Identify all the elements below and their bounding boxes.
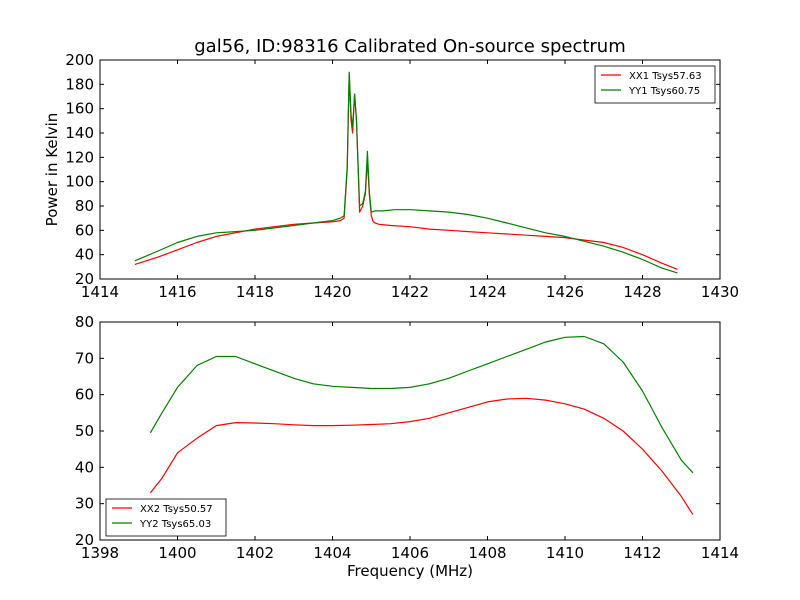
x-tick-label: 1404 [313,544,351,562]
legend-label: XX1 Tsys57.63 [629,71,702,82]
x-tick-label: 1424 [468,283,506,301]
legend: XX1 Tsys57.63 YY1 Tsys60.75 [594,65,716,104]
legend-label: XX2 Tsys50.57 [140,504,213,515]
x-tick-label: 1414 [701,544,739,562]
x-tick-label: 1406 [391,544,429,562]
legend-box [594,65,716,104]
legend-box [105,498,227,537]
y-tick-label: 120 [65,148,94,166]
y-tick-label: 60 [75,386,94,404]
x-tick-label: 1426 [546,283,584,301]
x-tick-label: 1418 [236,283,274,301]
x-tick-label: 1414 [81,283,119,301]
bottom-panel: 1398 1400 1402 1404 1406 1408 1410 1412 1414 20 30… [75,313,739,580]
y-tick-label: 40 [75,458,94,476]
y-tick-label: 60 [75,221,94,239]
x-tick-label: 1410 [546,544,584,562]
x-tick-label: 1428 [623,283,661,301]
x-tick-label: 1398 [81,544,119,562]
series-line-2 [134,71,678,274]
y-tick-label: 200 [65,51,94,69]
y-tick-label: 40 [75,246,94,264]
series-line-1 [134,73,678,270]
chart-title: gal56, ID:98316 Calibrated On-source spe… [194,36,626,57]
legend-label: YY2 Tsys65.03 [139,519,211,530]
x-tick-label: 1420 [313,283,351,301]
x-tick-label: 1430 [701,283,739,301]
x-tick-label: 1412 [623,544,661,562]
y-tick-label: 20 [75,531,94,549]
y-tick-label: 70 [75,349,94,367]
x-axis-label: Frequency (MHz) [347,562,473,580]
y-tick-label: 180 [65,75,94,93]
y-axis-label: Power in Kelvin [43,113,61,227]
top-panel: 1414 1416 1418 1420 1422 1424 1426 1428 1430 20 40… [43,51,739,301]
legend-label: YY1 Tsys60.75 [628,86,700,97]
y-tick-label: 20 [75,270,94,288]
series-line-2 [149,335,694,474]
x-tick-label: 1400 [158,544,196,562]
y-tick-label: 80 [75,313,94,331]
x-tick-label: 1408 [468,544,506,562]
y-tick-label: 140 [65,124,94,142]
y-tick-label: 80 [75,197,94,215]
y-tick-label: 160 [65,100,94,118]
y-tick-label: 30 [75,495,94,513]
y-tick-label: 100 [65,173,94,191]
x-tick-label: 1422 [391,283,429,301]
x-tick-label: 1416 [158,283,196,301]
y-tick-label: 50 [75,422,94,440]
legend: XX2 Tsys50.57 YY2 Tsys65.03 [105,498,227,537]
x-tick-label: 1402 [236,544,274,562]
series-line-1 [149,397,694,515]
